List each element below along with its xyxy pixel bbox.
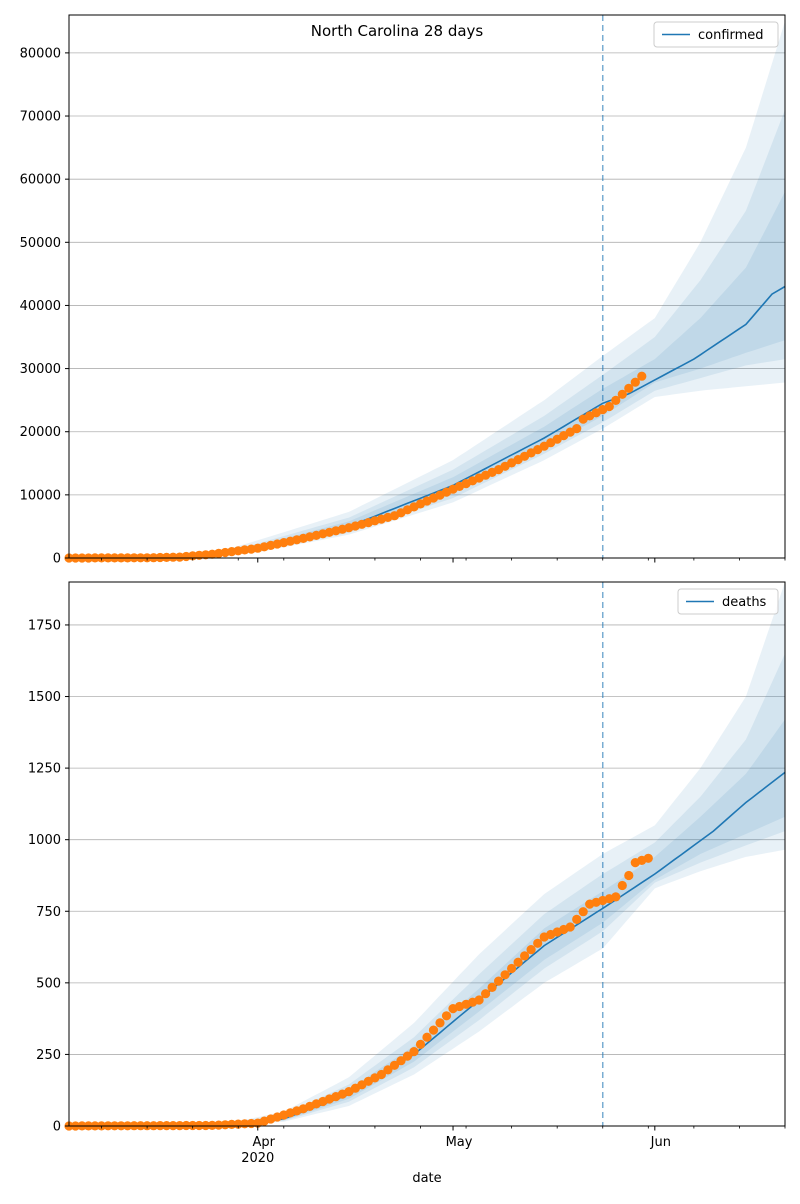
legend-label: confirmed	[698, 28, 764, 43]
observed-point	[428, 1025, 439, 1035]
chart-title: North Carolina 28 days	[311, 22, 484, 40]
legend-box	[653, 21, 779, 48]
observed-point	[520, 951, 530, 961]
y-tick-label: 500	[36, 976, 61, 991]
x-year-label: 2020	[241, 1151, 274, 1166]
plot-frame	[68, 581, 786, 1127]
observed-point	[604, 401, 614, 412]
observed-point	[533, 938, 543, 948]
y-tick-label: 20000	[20, 425, 61, 440]
observed-point	[227, 1119, 237, 1129]
x-tick-label: Jun	[650, 1135, 671, 1150]
observed-point	[572, 424, 582, 434]
observed-point	[611, 892, 621, 902]
observed-point	[572, 914, 582, 925]
legend-box	[677, 588, 779, 615]
y-tick-label: 1000	[28, 833, 61, 848]
observed-point	[435, 1018, 445, 1028]
observed-point	[376, 1069, 386, 1080]
y-tick-label: 80000	[20, 46, 61, 61]
observed-point	[513, 957, 523, 967]
observed-point	[383, 1065, 393, 1075]
observed-point	[396, 1056, 406, 1066]
y-tick-label: 250	[36, 1048, 61, 1063]
observed-point	[207, 1120, 217, 1130]
y-tick-label: 50000	[20, 236, 61, 251]
x-tick-label: May	[446, 1135, 473, 1150]
observed-point	[409, 1047, 419, 1057]
observed-point	[617, 880, 627, 891]
observed-point	[415, 1039, 426, 1049]
y-tick-label: 40000	[20, 299, 61, 314]
observed-point	[500, 970, 510, 980]
legend-label: deaths	[722, 595, 767, 610]
y-tick-label: 1750	[28, 618, 61, 633]
y-tick-label: 30000	[20, 362, 61, 377]
observed-point	[214, 1120, 224, 1130]
observed-point	[624, 383, 634, 393]
observed-point	[643, 853, 653, 863]
y-tick-label: 1500	[28, 690, 61, 705]
observed-point	[565, 922, 575, 932]
observed-point	[617, 389, 627, 399]
uncertainty-band-middle	[69, 653, 785, 1126]
observed-point	[162, 552, 172, 563]
observed-point	[481, 989, 491, 999]
y-tick-label: 10000	[20, 488, 61, 503]
plot-frame	[68, 14, 786, 559]
observed-point	[389, 1060, 400, 1070]
y-tick-label: 1250	[28, 762, 61, 777]
observed-point	[611, 395, 621, 405]
observed-point	[441, 1011, 452, 1021]
y-tick-label: 750	[36, 905, 61, 920]
y-tick-label: 70000	[20, 110, 61, 125]
observed-point	[168, 552, 178, 562]
y-tick-label: 0	[53, 552, 61, 567]
y-tick-label: 0	[53, 1120, 61, 1135]
observed-point	[507, 963, 517, 974]
observed-point	[624, 870, 634, 881]
observed-point	[402, 1051, 413, 1061]
uncertainty-band-inner	[69, 719, 785, 1126]
observed-point	[487, 982, 497, 993]
observed-point	[220, 1120, 230, 1130]
x-axis-label: date	[412, 1171, 441, 1186]
deaths-panel: 0 250 500 750 1000 1250 1500 1750 Apr May Jun 2020 d…	[28, 581, 786, 1166]
observed-point	[494, 976, 504, 986]
observed-point	[474, 995, 484, 1005]
observed-point	[578, 907, 588, 917]
observed-point	[422, 1032, 432, 1042]
uncertainty-band-outer	[69, 582, 785, 1126]
observed-point	[630, 377, 640, 387]
y-tick-label: 60000	[20, 173, 61, 188]
uncertainty-band-outer	[69, 21, 785, 559]
confirmed-panel: 0 10000 20000 30000 40000 50000 60000 70000 8000…	[20, 14, 786, 567]
observed-point	[526, 945, 536, 955]
observed-point	[637, 371, 647, 381]
x-tick-label: Apr	[253, 1135, 276, 1150]
